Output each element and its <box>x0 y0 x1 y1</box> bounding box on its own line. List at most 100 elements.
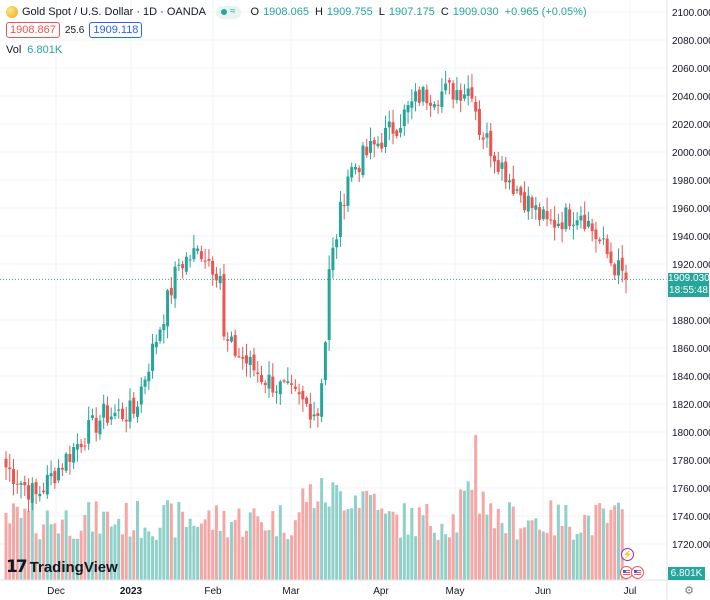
price-tick-label: 1960.000 <box>672 204 710 215</box>
volume-bar <box>353 495 357 580</box>
volume-bar <box>500 523 504 580</box>
volume-bar <box>207 510 211 580</box>
candle-body <box>120 408 124 419</box>
volume-bar <box>105 511 109 580</box>
tradingview-logo[interactable]: 17 TradingView <box>6 557 118 577</box>
candle-body <box>218 276 222 284</box>
price-tick-label: 1920.000 <box>672 260 710 271</box>
volume-bar <box>399 537 403 580</box>
volume-value: 6.801K <box>27 44 63 56</box>
volume-legend[interactable]: Vol 6.801K <box>6 44 62 56</box>
buy-price-button[interactable]: 1909.118 <box>89 22 143 38</box>
volume-bar <box>432 532 436 580</box>
candle-body <box>169 287 173 296</box>
ohlc-high-value: 1909.755 <box>326 6 373 18</box>
candle-body <box>342 205 346 207</box>
candle-body <box>256 372 260 375</box>
volume-bar <box>282 532 286 580</box>
volume-bar <box>421 515 425 580</box>
volume-bar <box>609 509 613 580</box>
candle-body <box>515 189 519 191</box>
candle-body <box>226 339 230 341</box>
volume-label: Vol <box>6 44 22 56</box>
volume-bar <box>158 527 162 580</box>
volume-bar <box>218 531 222 580</box>
us-flag-event-icon-2[interactable] <box>631 566 644 579</box>
symbol-flags[interactable]: ≈ <box>216 5 241 19</box>
volume-bar <box>94 501 98 580</box>
candle-body <box>293 386 297 389</box>
volume-bar <box>564 505 568 580</box>
candle-body <box>331 247 335 271</box>
candle-body <box>94 417 98 433</box>
volume-bar <box>252 508 256 580</box>
volume-bar <box>560 526 564 580</box>
candle-body <box>406 105 410 113</box>
volume-bar <box>188 518 192 580</box>
volume-bar <box>214 505 218 580</box>
candle-body <box>53 470 57 484</box>
volume-bar <box>568 526 572 580</box>
volume-bar <box>169 503 173 580</box>
volume-bar <box>620 509 624 580</box>
volume-bar <box>357 507 361 580</box>
candle-body <box>290 383 294 385</box>
candle-body <box>616 260 620 276</box>
tradingview-wordmark: TradingView <box>29 558 118 576</box>
symbol-title[interactable]: Gold Spot / U.S. Dollar · 1D · OANDA <box>22 6 206 18</box>
ohlc-low-value: 1907.175 <box>388 6 435 18</box>
sell-price-button[interactable]: 1908.867 <box>6 22 60 38</box>
volume-bar <box>45 510 49 580</box>
candle-body <box>391 122 395 134</box>
volume-bar <box>241 536 245 580</box>
volume-bar <box>440 523 444 580</box>
candle-body <box>462 94 466 99</box>
price-tick-label: 1880.000 <box>672 316 710 327</box>
candle-body <box>477 109 481 135</box>
candle-body <box>181 264 185 269</box>
candle-body <box>27 485 31 500</box>
volume-bar <box>519 528 523 580</box>
volume-bar <box>256 516 260 580</box>
candle-body <box>387 121 391 128</box>
volume-bar <box>23 508 27 580</box>
candle-body <box>188 259 192 261</box>
candle-body <box>530 197 534 208</box>
candle-body <box>87 420 91 444</box>
price-candles <box>4 71 628 513</box>
volume-bar <box>109 526 113 580</box>
volume-bar <box>177 502 181 580</box>
volume-bar <box>151 536 155 580</box>
candle-body <box>372 140 376 145</box>
chart-settings-icon[interactable]: ⚙ <box>684 585 694 597</box>
volume-bar <box>120 534 124 580</box>
candle-body <box>376 143 380 147</box>
volume-bar <box>293 520 297 580</box>
volume-bar <box>117 518 121 580</box>
volume-bar <box>305 501 309 580</box>
volume-bar <box>538 529 542 580</box>
price-tick-label: 2040.000 <box>672 92 710 103</box>
volume-bar <box>365 490 369 580</box>
volume-bar <box>90 531 94 580</box>
candle-body <box>571 224 575 226</box>
volume-bar <box>98 533 102 580</box>
candle-body <box>384 127 388 148</box>
volume-bar <box>102 511 106 580</box>
candle-body <box>579 215 583 221</box>
volume-bar <box>286 539 290 580</box>
volume-bar <box>233 520 237 580</box>
volume-bar <box>545 532 549 580</box>
candle-body <box>162 324 166 331</box>
volume-bar <box>504 533 508 580</box>
volume-bar <box>181 511 185 580</box>
lightning-event-icon[interactable]: ⚡ <box>621 548 634 561</box>
candle-body <box>19 483 23 485</box>
candle-body <box>23 482 27 486</box>
volume-bar <box>196 526 200 580</box>
symbol-legend[interactable]: Gold Spot / U.S. Dollar · 1D · OANDA ≈ O… <box>6 4 589 20</box>
volume-bar <box>444 534 448 580</box>
volume-bar <box>42 524 46 580</box>
volume-bar <box>53 523 57 580</box>
